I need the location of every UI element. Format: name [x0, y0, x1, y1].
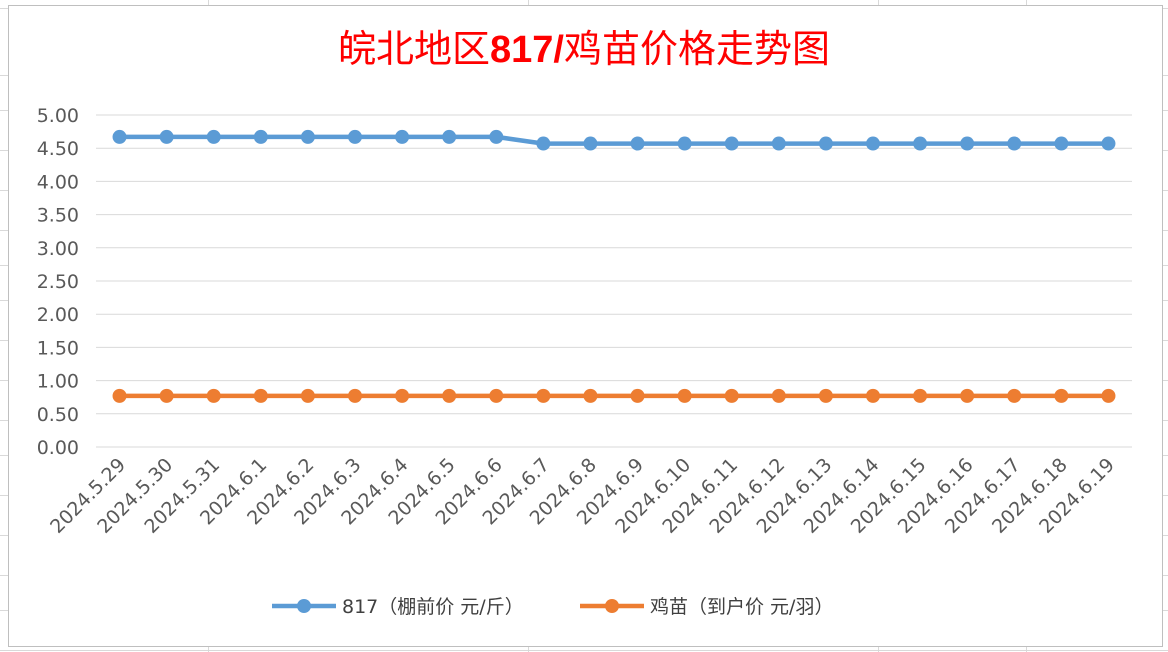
chart-title-code: 817/	[490, 29, 564, 71]
legend-swatch-marker	[297, 599, 311, 613]
y-tick-label: 3.00	[37, 238, 79, 260]
data-point[interactable]	[1101, 388, 1116, 403]
chart-title-suffix: 鸡苗价格走势图	[564, 27, 830, 71]
data-point[interactable]	[206, 388, 221, 403]
data-point[interactable]	[1007, 136, 1022, 151]
data-point[interactable]	[818, 136, 833, 151]
data-point[interactable]	[395, 388, 410, 403]
series-2	[112, 388, 1116, 403]
data-point[interactable]	[112, 129, 127, 144]
data-point[interactable]	[536, 136, 551, 151]
chart-area-frame[interactable]	[8, 5, 1163, 647]
data-point[interactable]	[960, 388, 975, 403]
data-point[interactable]	[206, 129, 221, 144]
data-point[interactable]	[159, 388, 174, 403]
data-point[interactable]	[1054, 136, 1069, 151]
data-point[interactable]	[960, 136, 975, 151]
data-point[interactable]	[818, 388, 833, 403]
data-point[interactable]	[489, 129, 504, 144]
data-point[interactable]	[489, 388, 504, 403]
data-point[interactable]	[442, 388, 457, 403]
data-point[interactable]	[771, 136, 786, 151]
data-point[interactable]	[724, 388, 739, 403]
data-point[interactable]	[536, 388, 551, 403]
legend-swatch-marker	[605, 599, 619, 613]
y-tick-label: 3.50	[37, 205, 79, 227]
data-point[interactable]	[300, 388, 315, 403]
data-point[interactable]	[630, 388, 645, 403]
y-tick-label: 0.00	[37, 437, 79, 459]
data-point[interactable]	[1007, 388, 1022, 403]
data-point[interactable]	[724, 136, 739, 151]
y-tick-label: 1.00	[37, 371, 79, 393]
data-point[interactable]	[300, 129, 315, 144]
data-point[interactable]	[159, 129, 174, 144]
chart-title-prefix: 皖北地区	[338, 27, 490, 71]
y-axis-tick-labels: 0.00 0.50 1.00 1.50 2.00 2.50 3.00 3.50 4.00 4.50…	[37, 105, 79, 459]
data-point[interactable]	[583, 136, 598, 151]
legend-label: 817（棚前价 元/斤）	[342, 596, 524, 618]
legend-label: 鸡苗（到户价 元/羽）	[650, 596, 833, 618]
data-point[interactable]	[583, 388, 598, 403]
data-point[interactable]	[677, 388, 692, 403]
plot-series	[112, 129, 1116, 403]
y-tick-label: 4.00	[37, 171, 79, 193]
y-tick-label: 2.50	[37, 271, 79, 293]
data-point[interactable]	[913, 136, 928, 151]
y-tick-label: 4.50	[37, 138, 79, 160]
y-tick-label: 0.50	[37, 404, 79, 426]
data-point[interactable]	[1101, 136, 1116, 151]
data-point[interactable]	[348, 388, 362, 403]
data-point[interactable]	[1054, 388, 1069, 403]
y-tick-label: 1.50	[37, 337, 79, 359]
gridlines	[96, 114, 1132, 448]
data-point[interactable]	[866, 136, 880, 151]
legend: 817（棚前价 元/斤） 鸡苗（到户价 元/羽）	[272, 596, 833, 618]
data-point[interactable]	[395, 129, 410, 144]
data-point[interactable]	[348, 129, 362, 144]
y-tick-label: 5.00	[37, 105, 79, 127]
data-point[interactable]	[771, 388, 786, 403]
data-point[interactable]	[112, 388, 127, 403]
data-point[interactable]	[866, 388, 880, 403]
chart-title: 皖北地区817/鸡苗价格走势图	[338, 27, 830, 71]
data-point[interactable]	[677, 136, 692, 151]
series-1	[112, 129, 1116, 151]
data-point[interactable]	[913, 388, 928, 403]
series-line	[117, 134, 1111, 146]
data-point[interactable]	[253, 388, 268, 403]
data-point[interactable]	[253, 129, 268, 144]
data-point[interactable]	[442, 129, 457, 144]
y-tick-label: 2.00	[37, 304, 79, 326]
data-point[interactable]	[630, 136, 645, 151]
